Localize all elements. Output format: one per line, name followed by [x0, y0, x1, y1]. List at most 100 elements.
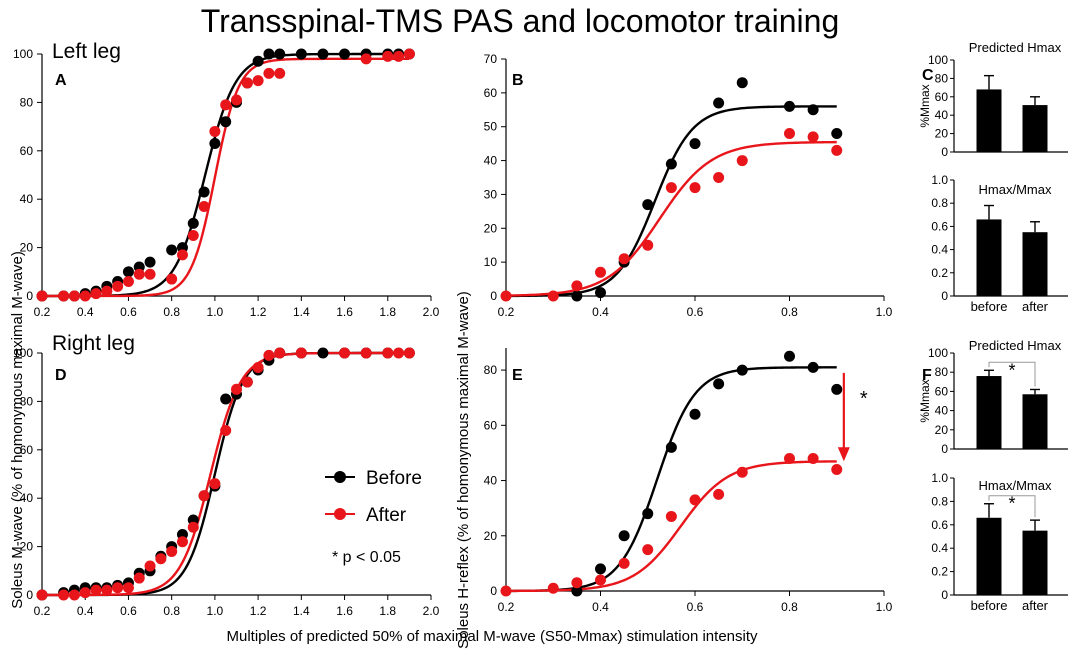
bar-chart-title: Predicted Hmax [969, 40, 1062, 55]
x-tick-label: 2.0 [423, 305, 440, 319]
y-tick-label: 0 [26, 588, 33, 602]
bar-before [976, 517, 1002, 595]
data-point-after [90, 584, 102, 596]
significance-bracket [988, 361, 1036, 387]
y-tick-label: 0.8 [931, 196, 948, 210]
x-tick-label: 0.8 [781, 600, 798, 614]
legend-after-marker [334, 508, 346, 520]
left-leg-label: Left leg [52, 40, 121, 63]
y-tick-label: 0 [941, 588, 948, 602]
bar-before [976, 219, 1002, 296]
y-tick-label: 100 [928, 53, 948, 67]
data-point-before [571, 585, 583, 597]
panel-a: A 0.2 0.4 0.6 0.8 1.0 1.2 1.4 1.6 1.8 2.0 0 20 40 60 80… [13, 47, 440, 319]
data-point-before [122, 266, 134, 278]
data-point-after [665, 182, 677, 194]
y-tick-label: 40 [935, 108, 949, 122]
data-point-before [274, 48, 286, 60]
data-point-after [784, 127, 795, 139]
data-point-after [274, 67, 286, 79]
data-point-after [122, 275, 134, 287]
y-tick-label: 40 [20, 192, 34, 206]
x-tick-label: 1.8 [379, 604, 396, 618]
data-point-after [713, 172, 725, 183]
data-point-after [187, 521, 199, 533]
data-point-after [571, 280, 583, 292]
data-point-before [807, 361, 819, 373]
panel-d: D 0.2 0.4 0.6 0.8 1.0 1.2 1.4 1.6 1.8 2.0 0 20 40 60 80… [13, 346, 440, 618]
data-point-after [133, 572, 145, 584]
fit-curve-after [505, 140, 837, 297]
data-point-after [618, 557, 630, 569]
data-point-before [252, 55, 264, 67]
data-point-after [500, 290, 512, 302]
data-point-after [393, 347, 405, 359]
bar-before [976, 376, 1002, 449]
data-point-before [665, 441, 677, 453]
fit-curve-after [42, 57, 410, 298]
y-tick-label: 80 [935, 71, 949, 85]
right-leg-label: Right leg [52, 332, 135, 355]
x-tick-label: 0.6 [120, 305, 137, 319]
data-point-after [595, 574, 606, 586]
x-tick-label: 0.8 [163, 305, 180, 319]
y-tick-label: 40 [484, 474, 498, 488]
x-tick-label: 0.8 [781, 305, 798, 319]
data-point-after [807, 452, 819, 464]
data-point-after [209, 125, 221, 137]
x-tick-label: 0.2 [498, 600, 515, 614]
bar-chart-title: Hmax/Mmax [979, 182, 1052, 197]
y-tick-label: 20 [20, 241, 34, 255]
y-tick-label: 0 [490, 289, 497, 303]
x-tick-label: 0.2 [34, 604, 51, 618]
y-tick-label: 0 [490, 584, 497, 598]
data-point-after [382, 347, 394, 359]
x-tick-label: 0.2 [498, 305, 515, 319]
y-tick-label: 80 [484, 363, 498, 377]
data-point-before [642, 508, 654, 520]
data-point-before [831, 383, 843, 395]
y-tick-label: 0 [941, 442, 948, 456]
legend-before-label: Before [366, 468, 422, 489]
data-point-after [263, 67, 275, 79]
figure-title: Transspinal-TMS PAS and locomotor traini… [201, 3, 839, 39]
data-point-after [571, 577, 583, 589]
y-tick-label: 0.4 [931, 541, 948, 555]
x-tick-label: 0.4 [77, 604, 94, 618]
data-point-before [220, 393, 232, 405]
data-point-after [209, 478, 221, 490]
x-tick-label: 1.0 [207, 305, 224, 319]
data-point-after [689, 494, 701, 506]
data-point-before [187, 217, 199, 229]
data-point-before [595, 563, 606, 575]
significance-star: * [1008, 360, 1015, 380]
y-tick-label: 100 [928, 346, 948, 360]
panel-label-d: D [55, 367, 67, 384]
x-tick-label: 0.6 [120, 604, 137, 618]
y-tick-label: 1.0 [931, 173, 948, 187]
x-tick-label: 1.4 [293, 305, 310, 319]
panel-c1: C Predicted Hmax %Mmax 0 20 40 60 80 100 [918, 40, 1068, 159]
fit-curve-before [506, 366, 837, 593]
x-tick-label: 1.2 [250, 604, 267, 618]
data-point-after [166, 545, 178, 557]
y-tick-label: 70 [484, 52, 498, 66]
data-point-after [101, 584, 113, 596]
data-point-after [187, 230, 199, 241]
data-point-before [209, 138, 221, 150]
y-tick-label: 40 [935, 404, 949, 418]
y-tick-label: 80 [20, 394, 34, 408]
x-tick-label: 1.2 [250, 305, 267, 319]
data-point-after [144, 560, 156, 572]
panel-label-a: A [55, 72, 67, 89]
data-point-after [339, 347, 351, 359]
category-label-after: after [1022, 598, 1049, 613]
legend-after-label: After [366, 505, 407, 526]
data-point-after [642, 544, 654, 556]
fit-curve-after [505, 460, 837, 593]
x-tick-label: 1.0 [207, 604, 224, 618]
panel-label-e: E [512, 367, 523, 384]
data-point-after [252, 362, 264, 374]
legend: Before After * p < 0.05 [325, 468, 422, 566]
panel-c2: Hmax/Mmax 0 0.2 0.4 0.6 0.8 1.0 before after [931, 173, 1068, 314]
